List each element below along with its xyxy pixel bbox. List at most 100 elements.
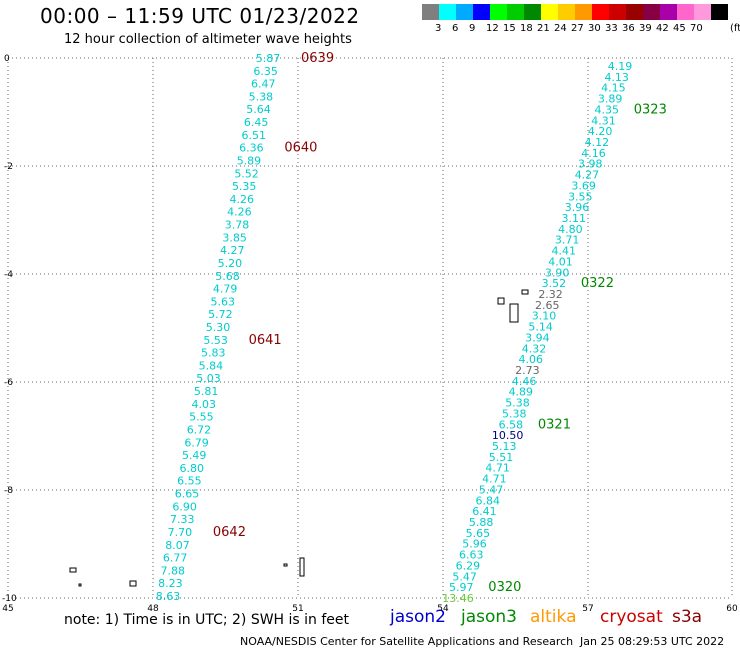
swh-value: 13.46 [442, 592, 474, 605]
x-axis-label: 54 [437, 604, 449, 614]
swh-value: 6.58 [499, 418, 524, 431]
legend-swatch [694, 4, 711, 20]
swh-value: 6.41 [472, 505, 497, 518]
swh-value: 5.14 [528, 321, 553, 334]
legend-label: 18 [520, 23, 533, 34]
swh-value: 5.96 [462, 538, 487, 551]
sat-label-jason3: jason3 [461, 607, 517, 627]
swh-value: 4.06 [518, 353, 543, 366]
swh-value: 5.49 [182, 449, 207, 462]
swh-value: 6.55 [177, 475, 202, 488]
swh-value: 3.89 [598, 93, 623, 106]
pass-time-label: 0642 [213, 525, 246, 540]
swh-value: 6.79 [184, 436, 209, 449]
swh-value: 3.55 [568, 190, 593, 203]
swh-value: 2.32 [538, 288, 563, 301]
legend-label: 6 [452, 23, 459, 34]
swh-value: 3.96 [565, 201, 590, 214]
legend-swatch [507, 4, 524, 20]
swh-value: 6.35 [253, 65, 278, 78]
swh-value: 4.79 [213, 283, 238, 296]
sat-label-altika: altika [530, 607, 577, 627]
x-axis-label: 51 [292, 604, 303, 614]
swh-value: 4.26 [227, 206, 252, 219]
swh-value: 5.89 [237, 154, 262, 167]
legend-label: 9 [469, 23, 476, 34]
legend-swatch [524, 4, 541, 20]
island-outline [521, 289, 529, 295]
swh-value: 4.71 [485, 462, 510, 475]
sat-label-jason2: jason2 [390, 607, 446, 627]
legend-swatch [711, 4, 728, 20]
swh-value: 5.30 [206, 321, 231, 334]
legend-swatch [541, 4, 558, 20]
y-axis-label: -6 [4, 378, 13, 388]
legend-swatch [660, 4, 677, 20]
island-outline [299, 557, 305, 577]
swh-value: 6.45 [244, 116, 269, 129]
pass-time-label: 0640 [284, 141, 317, 156]
legend-swatch [643, 4, 660, 20]
swh-value: 5.38 [249, 90, 274, 103]
swh-value: 5.88 [469, 516, 494, 529]
swh-value: 4.13 [604, 71, 629, 84]
legend-label: 21 [537, 23, 550, 34]
pass-time-label: 0320 [488, 580, 521, 595]
swh-value: 5.13 [492, 440, 517, 453]
island-outline [283, 563, 288, 567]
swh-value: 5.64 [246, 103, 271, 116]
swh-value: 5.65 [466, 527, 491, 540]
swh-value: 3.71 [555, 234, 580, 247]
swh-value: 8.07 [165, 539, 190, 552]
swh-value: 3.78 [225, 219, 250, 232]
y-axis-label: -10 [2, 594, 17, 604]
swh-value: 10.50 [492, 429, 524, 442]
swh-value: 8.63 [156, 590, 181, 603]
x-axis-label: 60 [726, 604, 738, 614]
sat-label-cryosat: cryosat [600, 607, 663, 627]
swh-value: 5.53 [203, 334, 228, 347]
swh-value: 4.03 [191, 398, 216, 411]
pass-time-label: 0639 [301, 51, 334, 66]
swh-value: 7.88 [161, 564, 186, 577]
island-outline [497, 297, 505, 305]
swh-value: 2.73 [515, 364, 540, 377]
legend-swatch [456, 4, 473, 20]
swh-value: 5.03 [196, 372, 221, 385]
legend-swatch [626, 4, 643, 20]
swh-value: 7.33 [170, 513, 195, 526]
legend-swatch [422, 4, 439, 20]
legend-swatch [575, 4, 592, 20]
map-title: 00:00 – 11:59 UTC 01/23/2022 [40, 4, 360, 28]
map-subtitle: 12 hour collection of altimeter wave hei… [64, 32, 352, 47]
swh-value: 3.85 [222, 231, 247, 244]
swh-value: 4.27 [575, 169, 600, 182]
y-axis-label: -4 [4, 270, 13, 280]
legend-label: 30 [588, 23, 601, 34]
credit-text: NOAA/NESDIS Center for Satellite Applica… [240, 635, 574, 648]
swh-value: 4.12 [585, 136, 610, 149]
y-axis-label: 0 [4, 54, 10, 64]
swh-value: 4.19 [608, 60, 633, 73]
legend-swatch [490, 4, 507, 20]
swh-value: 4.32 [522, 342, 547, 355]
swh-value: 4.26 [230, 193, 255, 206]
legend-label: 3 [435, 23, 442, 34]
swh-value: 5.72 [208, 308, 233, 321]
pass-time-label: 0323 [634, 102, 667, 117]
legend-label: 27 [571, 23, 584, 34]
swh-value: 6.84 [476, 494, 501, 507]
swh-value: 6.90 [172, 500, 197, 513]
swh-value: 3.94 [525, 331, 550, 344]
legend-label: 45 [673, 23, 686, 34]
swh-value: 8.23 [158, 577, 183, 590]
swh-value: 5.97 [449, 581, 474, 594]
swh-value: 5.84 [199, 359, 224, 372]
swh-value: 4.16 [581, 147, 606, 160]
swh-value: 5.51 [489, 451, 514, 464]
swh-value: 3.90 [545, 266, 570, 279]
legend-label: 15 [503, 23, 516, 34]
swh-value: 4.89 [509, 386, 534, 399]
generated-timestamp: Jan 25 08:29:53 UTC 2022 [580, 635, 725, 648]
